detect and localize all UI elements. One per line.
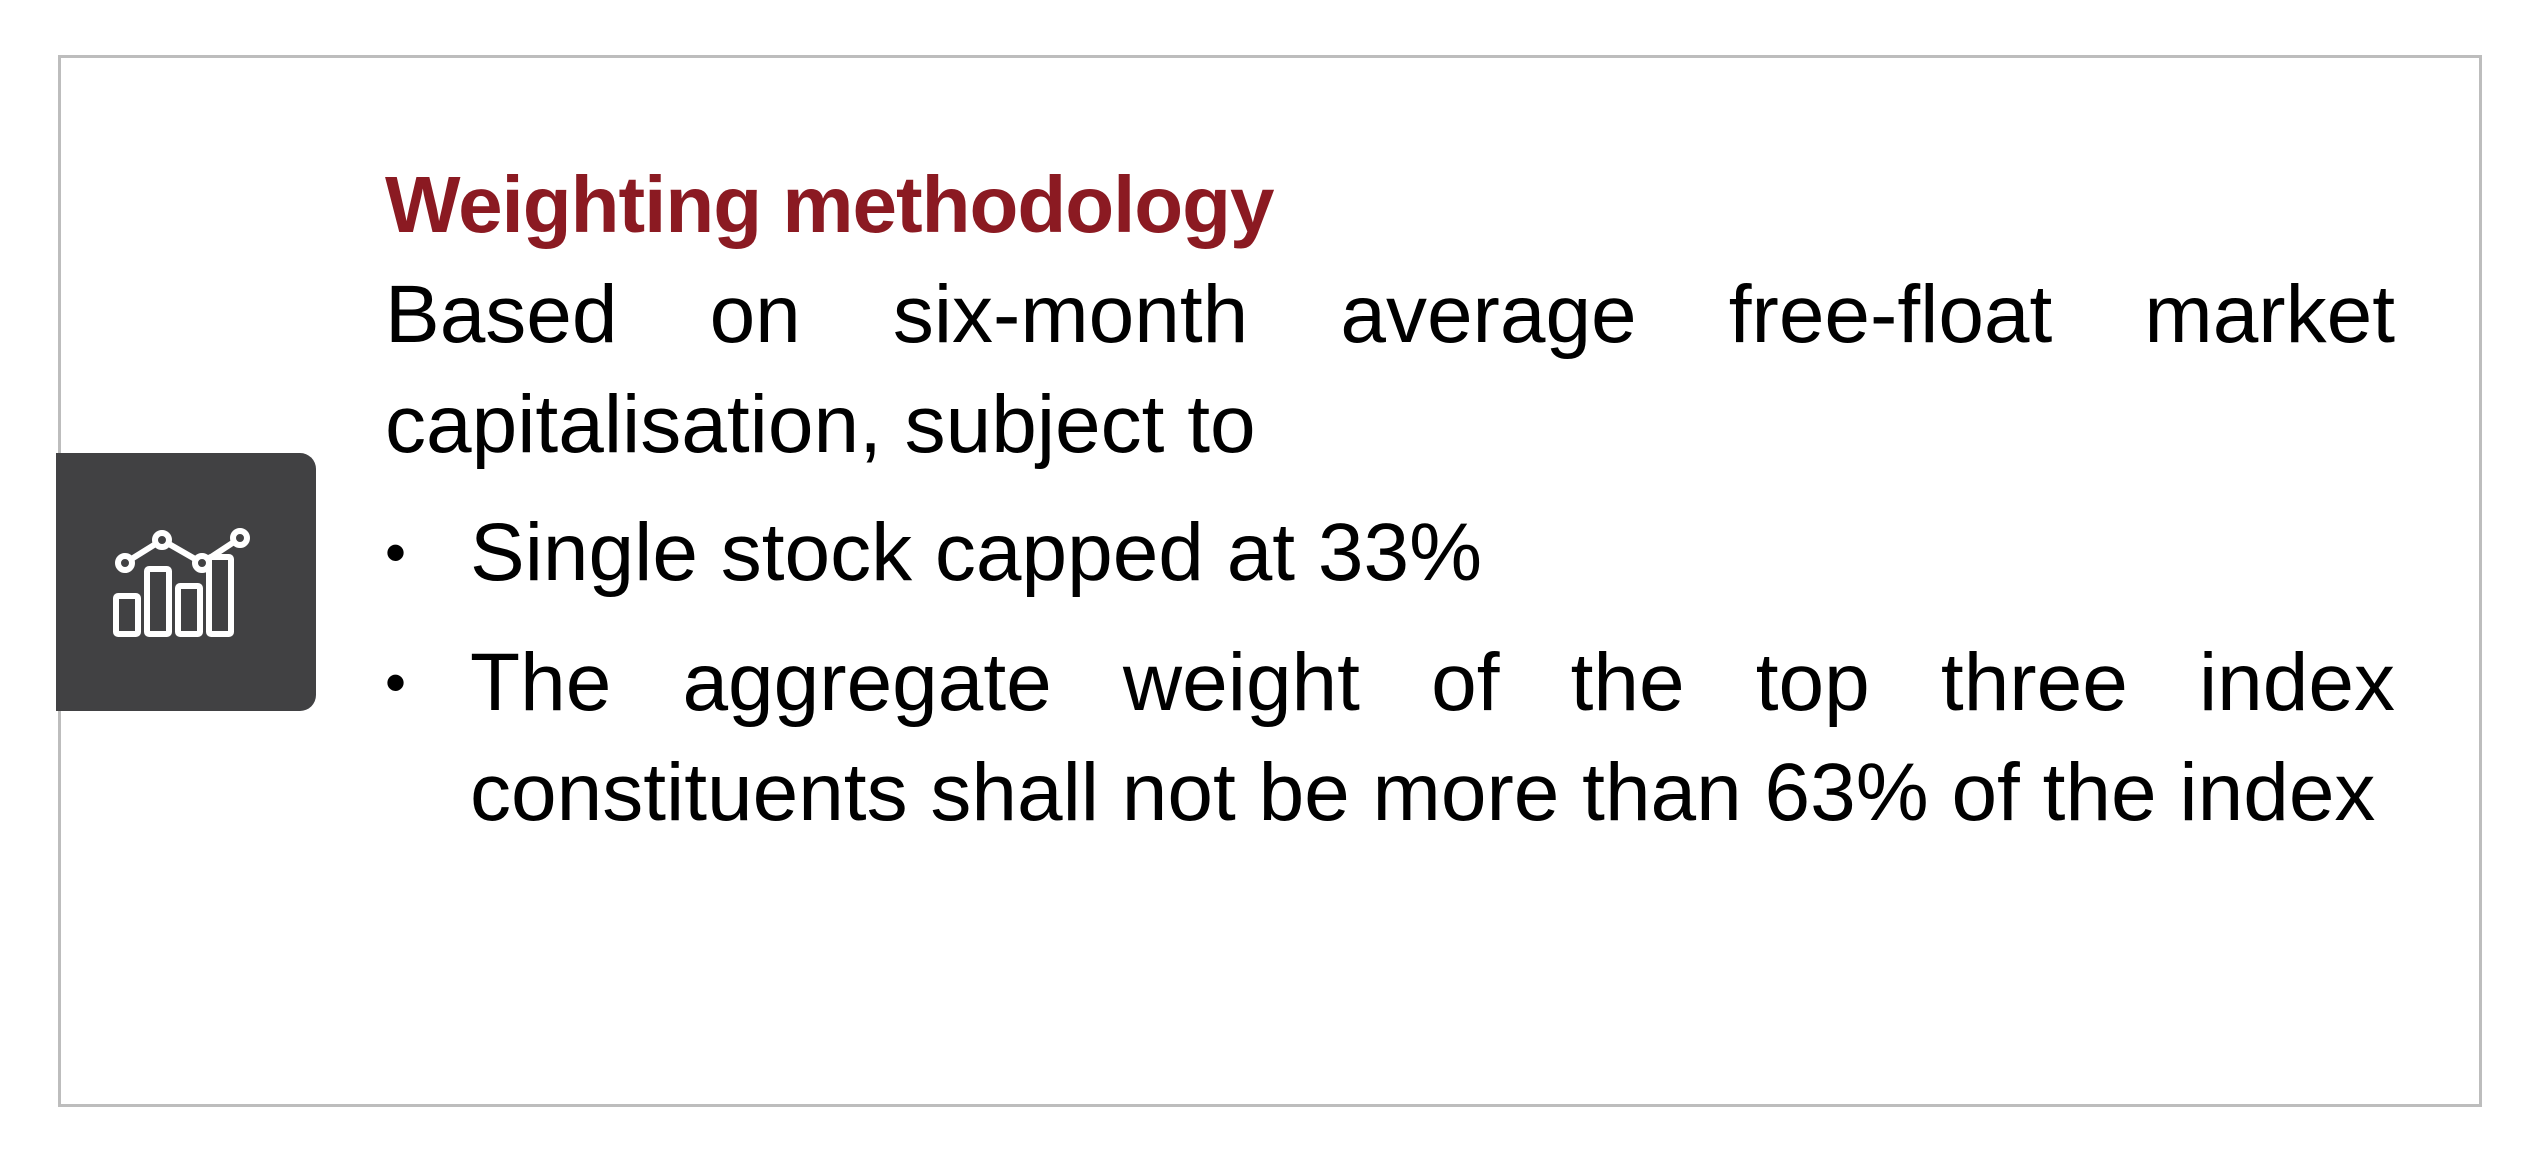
list-item-text: Single stock capped at 33% xyxy=(470,507,1482,598)
card-title: Weighting methodology xyxy=(385,160,1275,249)
list-item: • Single stock capped at 33% xyxy=(385,498,2395,608)
list-item-text: The aggregate weight of the top three in… xyxy=(470,637,2395,838)
bullet-icon: • xyxy=(385,649,407,716)
bar-line-chart-icon xyxy=(113,528,250,637)
bullet-icon: • xyxy=(385,519,407,586)
card-content: Weighting methodology Based on six-month… xyxy=(385,150,2395,868)
card-description: Based on six-month average free-float ma… xyxy=(385,269,2395,470)
list-item: • The aggregate weight of the top three i… xyxy=(385,628,2395,848)
icon-panel xyxy=(56,453,316,711)
bullet-list: • Single stock capped at 33% • The aggrega… xyxy=(385,498,2395,848)
